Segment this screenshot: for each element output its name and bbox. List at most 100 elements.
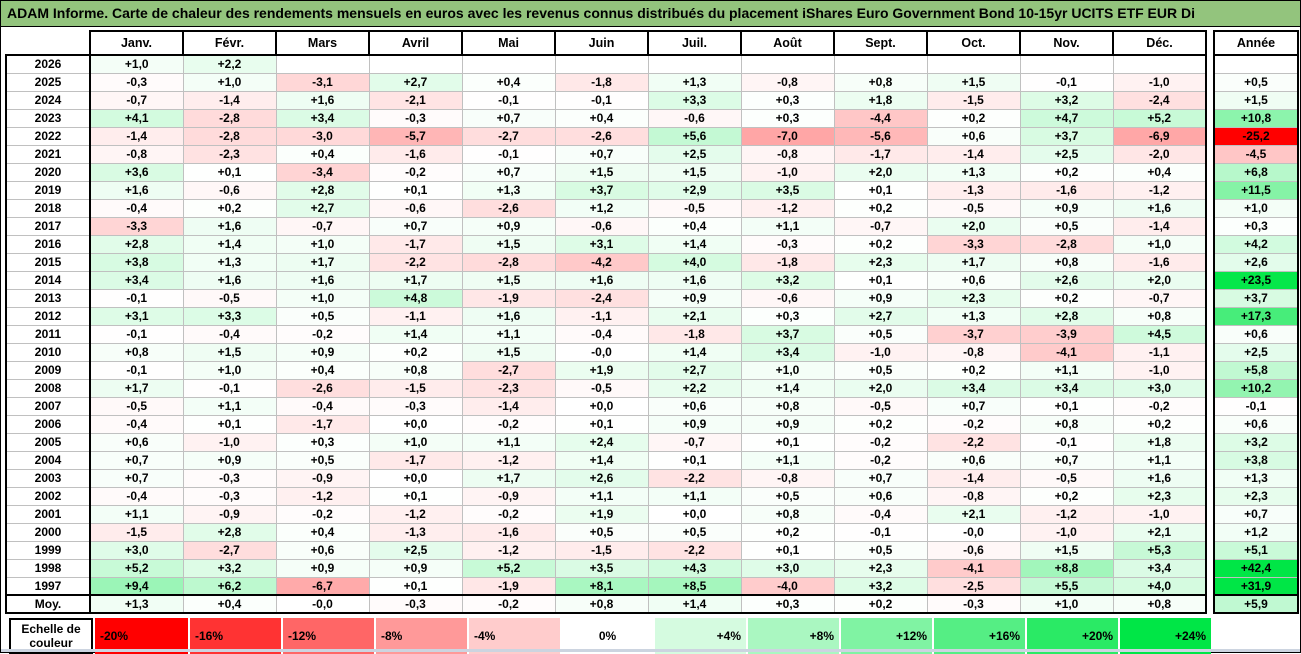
return-cell: +1,6 bbox=[1112, 468, 1207, 488]
return-cell: +0,9 bbox=[368, 558, 463, 578]
table-row: 2019 +1,6 -0,6 +2,8 +0,1 +1,3 +3,7 +2,9 +3,5 +0,1… bbox=[5, 180, 1299, 200]
row-spacer bbox=[1206, 487, 1214, 505]
year-column-header bbox=[6, 31, 90, 55]
return-cell: -3,7 bbox=[926, 324, 1021, 344]
return-cell: -0,2 bbox=[461, 594, 556, 614]
return-cell: +0,6 bbox=[647, 396, 742, 416]
return-cell: +4,3 bbox=[647, 558, 742, 578]
return-cell: -0,3 bbox=[182, 486, 277, 506]
return-cell: +1,5 bbox=[461, 342, 556, 362]
year-label: 2004 bbox=[5, 450, 91, 470]
annual-cell: +1,5 bbox=[1213, 90, 1299, 110]
return-cell: +3,8 bbox=[89, 252, 184, 272]
return-cell: -2,6 bbox=[554, 126, 649, 146]
return-cell: +1,5 bbox=[1019, 540, 1114, 560]
return-cell bbox=[1019, 54, 1114, 74]
return-cell: -2,5 bbox=[926, 576, 1021, 596]
return-cell: +1,6 bbox=[182, 216, 277, 236]
return-cell: -3,0 bbox=[275, 126, 370, 146]
return-cell: +2,0 bbox=[926, 216, 1021, 236]
annual-cell: +5,1 bbox=[1213, 540, 1299, 560]
return-cell: +2,3 bbox=[833, 558, 928, 578]
return-cell: +3,2 bbox=[1019, 90, 1114, 110]
return-cell: +2,2 bbox=[182, 54, 277, 74]
year-label: 2009 bbox=[5, 360, 91, 380]
annual-cell: +3,7 bbox=[1213, 288, 1299, 308]
annual-cell bbox=[1213, 54, 1299, 74]
annual-cell: -25,2 bbox=[1213, 126, 1299, 146]
row-spacer bbox=[1206, 307, 1214, 325]
return-cell: -1,2 bbox=[1019, 504, 1114, 524]
return-cell: -1,6 bbox=[461, 522, 556, 542]
return-cell: +0,1 bbox=[554, 414, 649, 434]
return-cell: +0,7 bbox=[461, 108, 556, 128]
return-cell: +1,7 bbox=[926, 252, 1021, 272]
return-cell: +2,0 bbox=[833, 378, 928, 398]
return-cell: +0,9 bbox=[275, 558, 370, 578]
annual-cell: +1,2 bbox=[1213, 522, 1299, 542]
year-label: 2026 bbox=[5, 54, 91, 74]
month-header: Juil. bbox=[647, 30, 742, 56]
return-cell: -2,1 bbox=[368, 90, 463, 110]
return-cell: +6,2 bbox=[182, 576, 277, 596]
year-label: 2018 bbox=[5, 198, 91, 218]
return-cell: +2,7 bbox=[647, 360, 742, 380]
return-cell: +1,4 bbox=[740, 378, 835, 398]
return-cell: +1,0 bbox=[182, 72, 277, 92]
year-label: 2021 bbox=[5, 144, 91, 164]
return-cell: +3,0 bbox=[740, 558, 835, 578]
return-cell: +0,6 bbox=[275, 540, 370, 560]
row-spacer bbox=[1206, 577, 1214, 595]
return-cell: -6,7 bbox=[275, 576, 370, 596]
return-cell: -0,2 bbox=[275, 324, 370, 344]
return-cell: +0,5 bbox=[275, 450, 370, 470]
return-cell bbox=[926, 54, 1021, 74]
return-cell: +5,2 bbox=[89, 558, 184, 578]
year-label: 2019 bbox=[5, 180, 91, 200]
return-cell: -2,3 bbox=[182, 144, 277, 164]
return-cell: +1,4 bbox=[554, 450, 649, 470]
return-cell: -0,5 bbox=[182, 288, 277, 308]
return-cell bbox=[461, 54, 556, 74]
return-cell: +1,5 bbox=[461, 270, 556, 290]
legend-stop: -16% bbox=[188, 618, 281, 654]
return-cell: -0,2 bbox=[1112, 396, 1207, 416]
heatmap-sheet: Janv. Févr. Mars Avril Mai Juin Juil. Août Sept.… bbox=[1, 27, 1300, 654]
return-cell: -0,5 bbox=[1019, 468, 1114, 488]
row-spacer bbox=[1206, 127, 1214, 145]
return-cell: +0,7 bbox=[926, 396, 1021, 416]
return-cell: +8,8 bbox=[1019, 558, 1114, 578]
return-cell: -0,5 bbox=[554, 378, 649, 398]
return-cell: -3,3 bbox=[926, 234, 1021, 254]
return-cell: +2,3 bbox=[1112, 486, 1207, 506]
return-cell: +0,1 bbox=[368, 180, 463, 200]
return-cell: -1,6 bbox=[1019, 180, 1114, 200]
month-header: Mars bbox=[275, 30, 370, 56]
return-cell: -0,3 bbox=[182, 468, 277, 488]
legend-stop: +20% bbox=[1025, 618, 1118, 654]
return-cell: -0,4 bbox=[89, 198, 184, 218]
return-cell: +1,2 bbox=[554, 198, 649, 218]
legend-stop: -12% bbox=[281, 618, 374, 654]
return-cell: -0,4 bbox=[89, 414, 184, 434]
return-cell: +0,2 bbox=[833, 414, 928, 434]
return-cell: -2,6 bbox=[275, 378, 370, 398]
year-label: 2024 bbox=[5, 90, 91, 110]
year-label: 2007 bbox=[5, 396, 91, 416]
return-cell: -0,2 bbox=[275, 504, 370, 524]
annual-cell: +2,5 bbox=[1213, 342, 1299, 362]
return-cell: -0,2 bbox=[833, 450, 928, 470]
return-cell: +3,4 bbox=[89, 270, 184, 290]
return-cell bbox=[647, 54, 742, 74]
return-cell: +0,2 bbox=[833, 198, 928, 218]
return-cell: +3,4 bbox=[1019, 378, 1114, 398]
return-cell: +2,0 bbox=[1112, 270, 1207, 290]
annual-cell: +2,3 bbox=[1213, 486, 1299, 506]
return-cell: -0,1 bbox=[461, 144, 556, 164]
table-row: 1999 +3,0 -2,7 +0,6 +2,5 -1,2 -1,5 -2,2 +0,1 +0,5… bbox=[5, 540, 1299, 560]
year-label: 2006 bbox=[5, 414, 91, 434]
month-header: Févr. bbox=[182, 30, 277, 56]
return-cell: -0,0 bbox=[275, 594, 370, 614]
annual-header: Année bbox=[1213, 30, 1299, 56]
table-row: 2021 -0,8 -2,3 +0,4 -1,6 -0,1 +0,7 +2,5 -0,8 -1,7… bbox=[5, 144, 1299, 164]
